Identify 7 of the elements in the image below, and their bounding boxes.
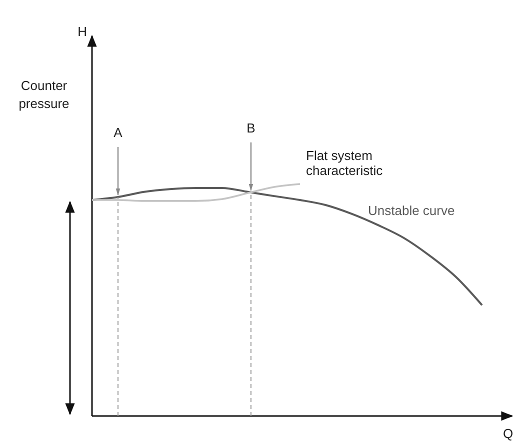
series-label: Unstable curve: [368, 203, 455, 218]
series-label: Flat system characteristic: [306, 148, 384, 178]
text: B: [246, 120, 256, 136]
x-axis-title: Q: [502, 426, 514, 441]
text: A: [114, 124, 123, 140]
text: Counter pressure: [18, 78, 70, 111]
text: H: [78, 24, 87, 39]
